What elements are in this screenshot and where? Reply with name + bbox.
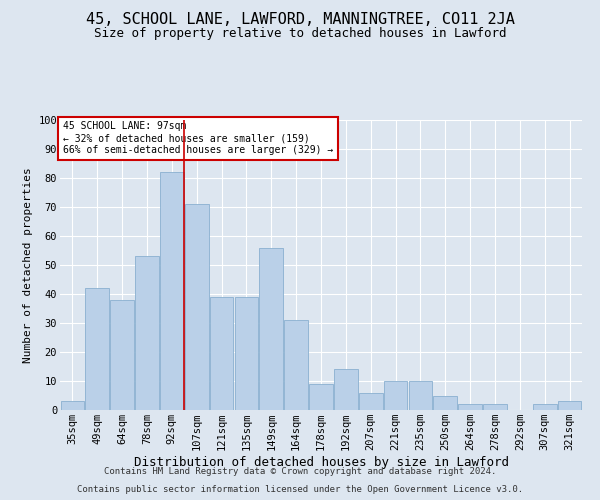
Bar <box>135 256 159 410</box>
Text: 45 SCHOOL LANE: 97sqm
← 32% of detached houses are smaller (159)
66% of semi-det: 45 SCHOOL LANE: 97sqm ← 32% of detached … <box>62 122 333 154</box>
Bar <box>110 300 134 410</box>
Bar <box>384 381 407 410</box>
Bar <box>409 381 432 410</box>
Bar <box>235 297 258 410</box>
Bar <box>483 404 507 410</box>
Text: Contains HM Land Registry data © Crown copyright and database right 2024.: Contains HM Land Registry data © Crown c… <box>104 467 496 476</box>
Bar <box>259 248 283 410</box>
Bar <box>61 402 84 410</box>
Bar <box>334 370 358 410</box>
Text: Contains public sector information licensed under the Open Government Licence v3: Contains public sector information licen… <box>77 485 523 494</box>
Bar <box>458 404 482 410</box>
X-axis label: Distribution of detached houses by size in Lawford: Distribution of detached houses by size … <box>133 456 509 469</box>
Bar <box>359 392 383 410</box>
Y-axis label: Number of detached properties: Number of detached properties <box>23 167 33 363</box>
Bar <box>210 297 233 410</box>
Text: Size of property relative to detached houses in Lawford: Size of property relative to detached ho… <box>94 28 506 40</box>
Bar <box>85 288 109 410</box>
Bar <box>185 204 209 410</box>
Bar <box>309 384 333 410</box>
Bar <box>558 402 581 410</box>
Bar <box>284 320 308 410</box>
Bar <box>160 172 184 410</box>
Text: 45, SCHOOL LANE, LAWFORD, MANNINGTREE, CO11 2JA: 45, SCHOOL LANE, LAWFORD, MANNINGTREE, C… <box>86 12 514 28</box>
Bar <box>433 396 457 410</box>
Bar <box>533 404 557 410</box>
